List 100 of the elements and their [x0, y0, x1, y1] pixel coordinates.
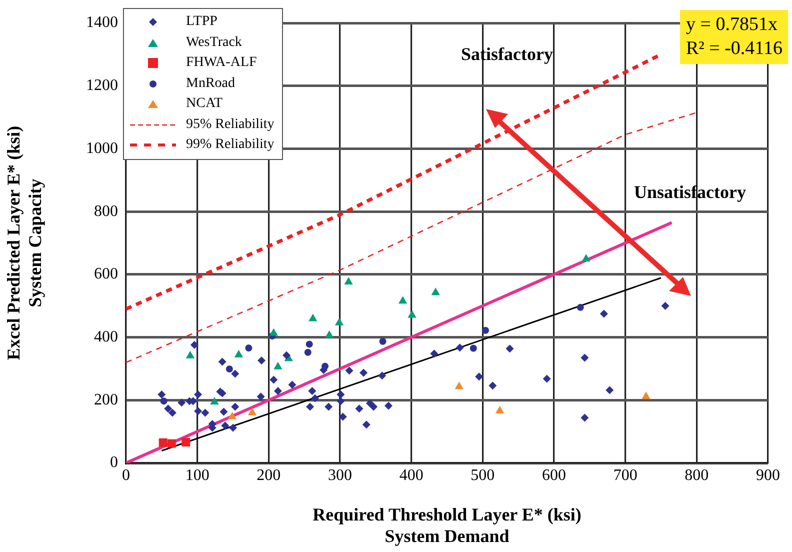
y-tick-label: 400: [94, 328, 118, 346]
point: [258, 356, 266, 365]
point: [336, 390, 345, 398]
point: [182, 438, 190, 446]
point: [580, 414, 589, 422]
point: [306, 402, 314, 411]
x-tick-label: 100: [185, 466, 210, 484]
point: [398, 296, 408, 304]
y-tick-label: 600: [94, 266, 118, 283]
point: [642, 392, 650, 400]
point: [580, 354, 589, 362]
y-tick-label: 0: [110, 454, 118, 472]
point: [345, 366, 354, 375]
point: [194, 390, 202, 398]
point: [178, 398, 186, 407]
point: [168, 408, 176, 417]
point: [456, 344, 464, 352]
x-tick-label: 300: [328, 466, 352, 484]
point: [282, 351, 290, 360]
legend-label: WesTrack: [186, 34, 242, 52]
point: [506, 344, 514, 353]
annotation: y = 0.7851x: [686, 13, 778, 37]
point: [226, 366, 233, 373]
point: [164, 404, 172, 413]
legend-label: MnRoad: [186, 74, 235, 92]
point: [431, 288, 440, 296]
point: [324, 330, 334, 338]
point: [306, 340, 313, 348]
point: [308, 314, 318, 322]
point: [220, 408, 228, 416]
point: [231, 370, 240, 378]
point: [661, 302, 670, 310]
point: [158, 438, 168, 447]
point: [344, 276, 353, 284]
x-tick-label: 800: [684, 466, 709, 484]
x-tick-label: 600: [542, 466, 566, 484]
point: [234, 350, 244, 358]
point: [270, 376, 278, 384]
point: [475, 372, 484, 381]
point: [229, 424, 237, 432]
point: [408, 310, 416, 318]
point: [600, 310, 608, 318]
y-tick-label: 1400: [86, 14, 118, 32]
point: [379, 338, 386, 345]
x-tick-label: 0: [122, 466, 130, 484]
point: [378, 372, 386, 380]
legend-label: 99% Reliability: [186, 136, 274, 154]
point: [158, 390, 166, 398]
point: [495, 406, 504, 414]
point: [160, 398, 168, 405]
point: [311, 394, 320, 402]
x-tick-label: 700: [613, 466, 638, 484]
point: [228, 412, 237, 420]
annotation: R² = -0.4116: [686, 36, 782, 60]
legend-label: NCAT: [186, 95, 223, 113]
y-tick-label: 800: [94, 202, 118, 220]
y-tick-label: 1000: [86, 140, 118, 157]
point: [231, 402, 240, 411]
x-axis-title: Required Threshold Layer E* (ksi) System Demand: [312, 504, 582, 546]
point: [274, 387, 282, 396]
point: [355, 404, 364, 413]
x-tick-label: 400: [399, 466, 424, 484]
point: [256, 392, 265, 401]
point: [308, 387, 316, 396]
point: [488, 382, 497, 390]
point: [360, 368, 368, 377]
point: [210, 397, 219, 405]
point: [218, 358, 226, 366]
point: [454, 382, 464, 390]
point: [384, 402, 393, 410]
point: [582, 254, 590, 262]
y-tick-label: 200: [94, 391, 118, 408]
y-axis-title: Excel Predicted Layer E* (ksi) System Capacity: [3, 126, 46, 360]
legend-label: 95% Reliability: [186, 116, 274, 134]
point: [430, 350, 438, 358]
point: [248, 408, 257, 416]
point: [336, 397, 345, 406]
point: [194, 407, 202, 416]
point: [186, 350, 195, 358]
x-tick-label: 500: [470, 466, 495, 484]
y-tick-label: 1200: [86, 77, 118, 94]
point: [370, 402, 378, 411]
point: [167, 439, 176, 448]
x-tick-label: 900: [756, 466, 780, 484]
point: [334, 318, 344, 326]
legend-label: FHWA-ALF: [186, 54, 257, 72]
point: [245, 344, 252, 352]
point: [201, 408, 210, 417]
point: [482, 326, 490, 334]
point: [274, 362, 282, 370]
x-tick-label: 200: [256, 466, 281, 484]
point: [304, 348, 312, 356]
point: [269, 328, 278, 336]
point: [470, 344, 477, 352]
point: [576, 304, 584, 311]
point: [221, 422, 230, 430]
point: [324, 402, 333, 411]
point: [288, 380, 296, 389]
point: [362, 420, 370, 429]
point: [606, 386, 614, 394]
